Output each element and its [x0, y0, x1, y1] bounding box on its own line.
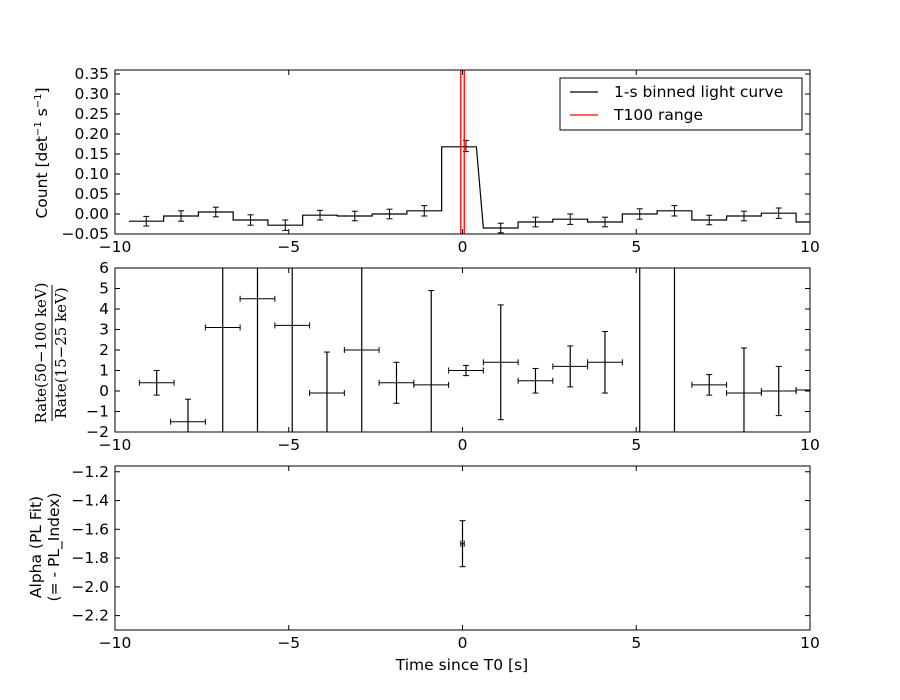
light-curve-panel: Count [det−1 s−1] 1-s binned light curve… — [33, 65, 820, 256]
x-tick-label: 5 — [631, 634, 641, 652]
plot-area — [138, 268, 810, 432]
y-tick-label: −2.2 — [71, 607, 109, 625]
hardness-ylabel-denominator: Rate(15−25 keV) — [52, 287, 70, 419]
hardness-ylabel-numerator: Rate(50−100 keV) — [32, 282, 50, 423]
x-tick-label: −5 — [277, 238, 300, 256]
y-tick-label: 2 — [99, 341, 109, 359]
legend: 1-s binned light curve T100 range — [559, 77, 803, 131]
y-tick-label: 0.20 — [74, 125, 109, 143]
x-tick-label: 5 — [631, 436, 641, 454]
y-tick-label: 6 — [99, 259, 109, 277]
y-tick-label: 3 — [99, 321, 109, 339]
legend-label-light-curve: 1-s binned light curve — [614, 83, 783, 101]
y-tick-label: 5 — [99, 280, 109, 298]
x-tick-label: 10 — [800, 634, 820, 652]
y-tick-label: −0.05 — [62, 225, 110, 243]
y-tick-label: 4 — [99, 300, 109, 318]
x-tick-label: 10 — [800, 238, 820, 256]
y-tick-label: −1.8 — [71, 549, 109, 567]
x-tick-label: 0 — [458, 436, 468, 454]
y-tick-label: −2.0 — [71, 578, 109, 596]
y-tick-label: 0.30 — [74, 85, 109, 103]
x-tick-label: 5 — [631, 238, 641, 256]
y-tick-label: −1.6 — [71, 520, 109, 538]
x-tick-label: 10 — [800, 436, 820, 454]
y-tick-label: 1 — [99, 362, 109, 380]
alpha-panel: Alpha (PL Fit) (= - PL_Index) Time since… — [27, 463, 820, 674]
y-tick-label: 0.05 — [74, 185, 109, 203]
y-tick-label: 0.25 — [74, 105, 109, 123]
x-tick-label: −5 — [277, 634, 300, 652]
hardness-ratio-panel: Rate(50−100 keV) Rate(15−25 keV) −10 −5 0 5… — [32, 259, 820, 454]
alpha-ylabel-line2: (= - PL_Index) — [45, 493, 64, 602]
y-tick-label: 0 — [99, 382, 109, 400]
y-tick-label: −2 — [86, 423, 109, 441]
plot-area — [128, 70, 810, 234]
y-tick-label: 0.00 — [74, 205, 109, 223]
plot-area — [459, 520, 466, 568]
y-tick-label: −1.2 — [71, 463, 109, 481]
y-tick-label: 0.10 — [74, 165, 109, 183]
legend-label-t100: T100 range — [613, 106, 703, 124]
x-tick-label: −10 — [99, 238, 132, 256]
y-tick-label: 0.35 — [74, 65, 109, 83]
hardness-ylabel: Rate(50−100 keV) Rate(15−25 keV) — [32, 282, 70, 423]
y-tick-label: −1 — [86, 403, 109, 421]
legend-box — [559, 77, 803, 131]
count-ylabel: Count [det−1 s−1] — [33, 87, 51, 218]
x-axis-label: Time since T0 [s] — [395, 656, 528, 674]
y-tick-label: 0.15 — [74, 145, 109, 163]
x-tick-label: −5 — [277, 436, 300, 454]
x-tick-label: 0 — [458, 238, 468, 256]
y-tick-label: −1.4 — [71, 492, 109, 510]
x-tick-label: 0 — [458, 634, 468, 652]
x-tick-label: −10 — [99, 436, 132, 454]
alpha-ylabel-line1: Alpha (PL Fit) — [27, 496, 45, 598]
x-tick-label: −10 — [99, 634, 132, 652]
